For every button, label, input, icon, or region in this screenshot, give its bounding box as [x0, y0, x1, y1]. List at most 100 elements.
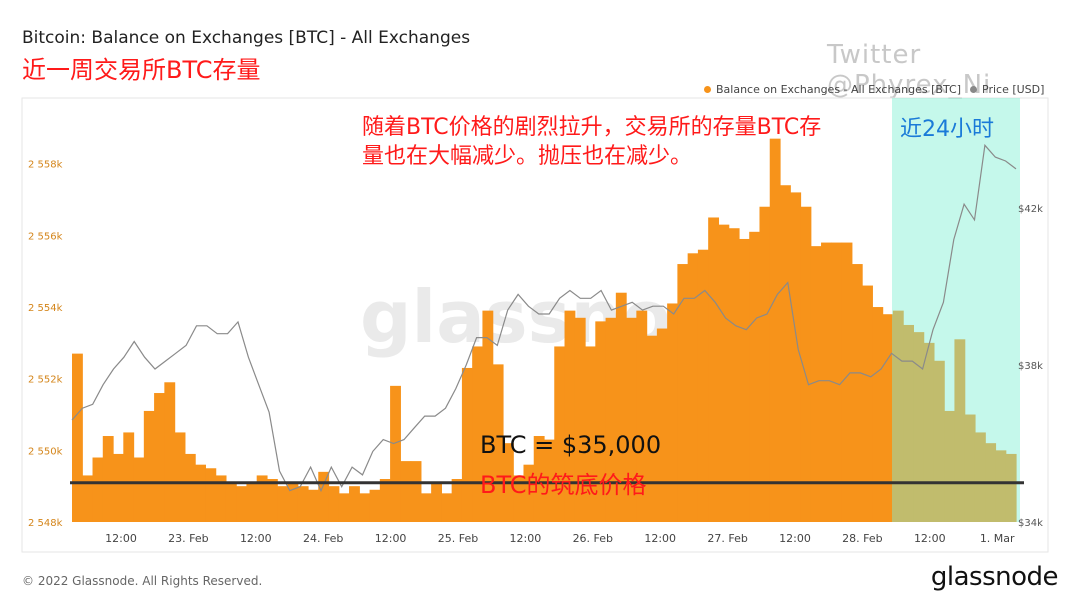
balance-bar	[749, 231, 761, 522]
balance-bar	[759, 206, 771, 523]
balance-bar	[1005, 453, 1017, 522]
balance-bar	[933, 360, 945, 522]
balance-bar	[164, 382, 176, 522]
balance-bar	[585, 346, 596, 522]
balance-bar	[636, 310, 648, 522]
balance-bar	[225, 482, 237, 522]
balance-bar	[831, 242, 843, 522]
balance-bar	[718, 224, 730, 522]
balance-bar	[113, 453, 124, 522]
balance-bar	[923, 342, 935, 522]
x-tick: 23. Feb	[168, 532, 208, 545]
x-tick: 12:00	[240, 532, 272, 545]
legend-balance[interactable]: Balance on Exchanges - All Exchanges [BT…	[704, 83, 961, 96]
annotation-price: BTC = $35,000	[480, 431, 662, 459]
balance-bar	[492, 364, 504, 522]
balance-bar	[523, 464, 535, 522]
balance-bar	[349, 486, 360, 522]
x-tick: 12:00	[779, 532, 811, 545]
x-tick: 12:00	[914, 532, 946, 545]
balance-bar	[605, 317, 617, 522]
balance-bar	[882, 314, 894, 522]
balance-bar	[390, 385, 401, 522]
balance-bar	[626, 317, 637, 522]
balance-bar	[656, 328, 668, 522]
x-tick: 28. Feb	[842, 532, 882, 545]
balance-bar	[318, 471, 330, 522]
y-left-tick: 2 548k	[28, 518, 63, 529]
balance-bar	[769, 138, 781, 522]
balance-bar	[410, 461, 422, 522]
x-tick: 27. Feb	[707, 532, 747, 545]
balance-bar	[780, 185, 791, 523]
brand-logo: glassnode	[930, 562, 1059, 592]
balance-bar	[913, 332, 925, 522]
balance-bar	[205, 468, 217, 522]
balance-bar	[667, 303, 678, 522]
balance-bar	[72, 353, 83, 522]
balance-bar	[862, 285, 873, 522]
balance-bar	[595, 321, 607, 522]
x-axis: 12:00 23. Feb 12:00 24. Feb 12:00 25. Feb 12:0…	[105, 532, 1015, 545]
legend-price-label: Price [USD]	[982, 83, 1045, 96]
balance-bar	[420, 493, 432, 522]
balance-bar	[102, 436, 114, 522]
balance-bar	[400, 461, 412, 522]
balance-bar	[851, 264, 863, 522]
balance-bar	[133, 457, 145, 522]
balance-bar	[154, 393, 165, 522]
y-left-tick: 2 554k	[28, 303, 63, 314]
balance-bar	[841, 242, 853, 522]
x-tick: 12:00	[375, 532, 407, 545]
last-24h-highlight	[892, 98, 1020, 522]
balance-bars	[72, 138, 1017, 523]
balance-bar	[195, 464, 206, 522]
annotation-title: 近一周交易所BTC存量	[22, 56, 261, 84]
y-left-axis: 2 548k 2 550k 2 552k 2 554k 2 556k 2 558k	[28, 160, 63, 529]
y-left-tick: 2 550k	[28, 446, 63, 457]
balance-bar	[687, 253, 699, 523]
balance-bar	[574, 317, 586, 522]
balance-bar	[379, 479, 391, 522]
balance-bar	[451, 479, 463, 522]
balance-bar	[297, 486, 309, 522]
balance-bar	[677, 264, 689, 522]
y-right-tick: $42k	[1018, 204, 1043, 215]
balance-bar	[646, 335, 658, 522]
y-right-tick: $38k	[1018, 361, 1043, 372]
y-left-tick: 2 556k	[28, 231, 63, 242]
balance-bar	[738, 238, 750, 522]
balance-bar	[246, 482, 258, 522]
x-tick: 1. Mar	[980, 532, 1015, 545]
balance-bar	[697, 249, 709, 522]
balance-bar	[461, 367, 473, 522]
legend-price[interactable]: Price [USD]	[970, 83, 1044, 96]
balance-bar	[328, 486, 340, 522]
balance-bar	[533, 436, 545, 522]
annotation-main: 随着BTC价格的剧烈拉升，交易所的存量BTC存量也在大幅减少。抛压也在减少。	[362, 115, 822, 169]
balance-bar	[123, 432, 135, 522]
balance-bar	[964, 414, 976, 522]
balance-bar	[615, 292, 627, 522]
twitter-watermark: Twitter @Phyrex_Ni	[827, 40, 992, 100]
balance-bar	[143, 410, 155, 522]
balance-bar	[441, 493, 453, 522]
balance-bar	[944, 410, 956, 522]
y-right-tick: $34k	[1018, 518, 1043, 529]
balance-bar	[564, 310, 576, 522]
x-tick: 12:00	[105, 532, 137, 545]
x-tick: 24. Feb	[303, 532, 343, 545]
x-tick: 25. Feb	[438, 532, 478, 545]
balance-bar	[790, 192, 802, 522]
balance-bar	[215, 475, 227, 522]
balance-bar	[728, 228, 740, 523]
balance-bar	[277, 486, 289, 522]
x-tick: 12:00	[510, 532, 542, 545]
balance-bar	[974, 432, 986, 522]
chart-title: Bitcoin: Balance on Exchanges [BTC] - Al…	[22, 28, 471, 48]
balance-bar	[472, 346, 484, 522]
legend-balance-label: Balance on Exchanges - All Exchanges [BT…	[716, 83, 962, 96]
balance-bar	[266, 479, 278, 522]
balance-bar	[903, 324, 914, 522]
balance-bar	[954, 339, 966, 522]
